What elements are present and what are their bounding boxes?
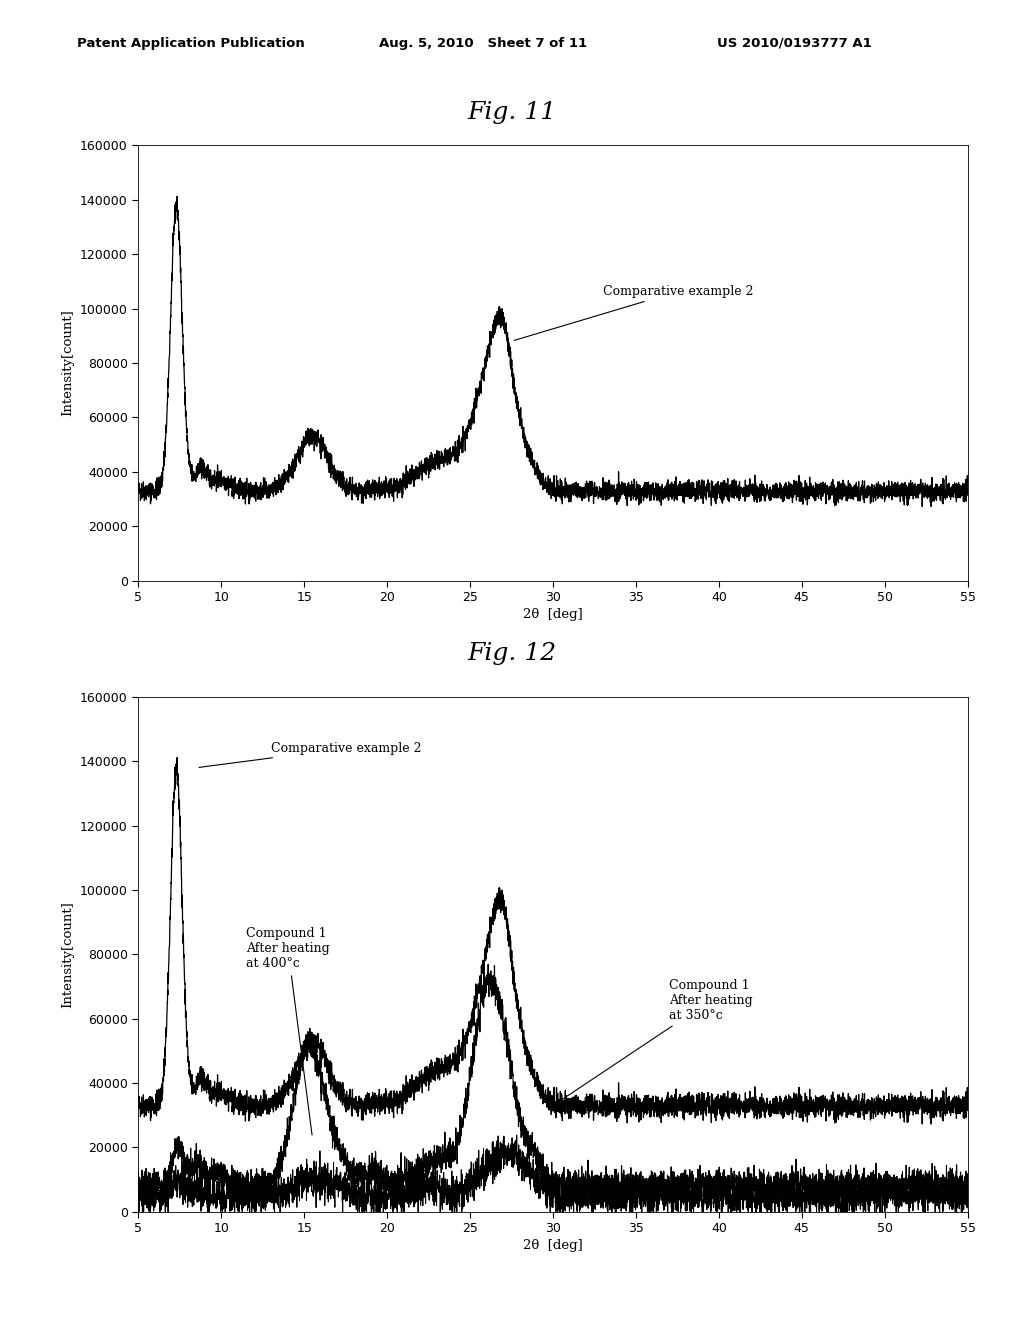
Text: Patent Application Publication: Patent Application Publication [77,37,304,50]
Text: US 2010/0193777 A1: US 2010/0193777 A1 [717,37,871,50]
Text: Fig. 11: Fig. 11 [467,100,557,124]
Text: Compound 1
After heating
at 400°c: Compound 1 After heating at 400°c [246,927,330,1135]
X-axis label: 2θ  [deg]: 2θ [deg] [523,609,583,622]
Text: Fig. 12: Fig. 12 [467,642,557,665]
Text: Comparative example 2: Comparative example 2 [199,742,422,767]
Y-axis label: Intensity[count]: Intensity[count] [61,902,75,1007]
Text: Aug. 5, 2010   Sheet 7 of 11: Aug. 5, 2010 Sheet 7 of 11 [379,37,587,50]
Text: Compound 1
After heating
at 350°c: Compound 1 After heating at 350°c [555,978,753,1104]
Text: Comparative example 2: Comparative example 2 [514,285,754,341]
X-axis label: 2θ  [deg]: 2θ [deg] [523,1239,583,1253]
Y-axis label: Intensity[count]: Intensity[count] [61,310,75,416]
